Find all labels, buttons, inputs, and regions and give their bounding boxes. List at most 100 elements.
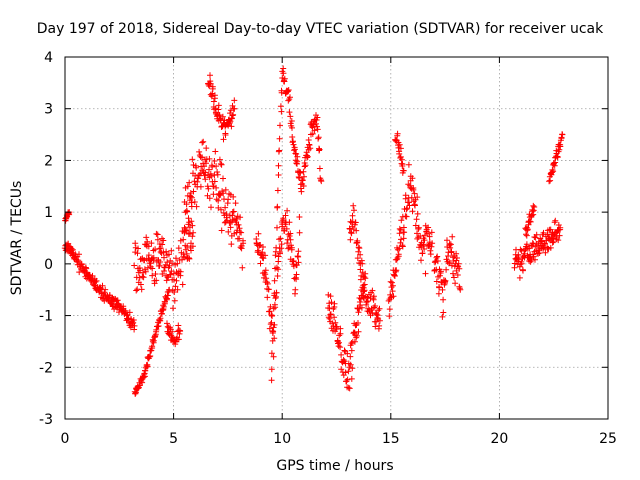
data-point	[264, 280, 271, 287]
data-point	[396, 245, 403, 252]
data-point	[390, 293, 397, 300]
data-point	[142, 367, 149, 374]
data-point	[197, 170, 204, 177]
data-point	[203, 145, 210, 152]
y-axis: -3 -2 -1 0 1 2 3 4	[39, 50, 608, 428]
data-point	[144, 363, 151, 370]
data-point	[174, 260, 181, 267]
data-point	[147, 353, 154, 359]
data-point	[92, 279, 99, 285]
data-point	[349, 365, 356, 372]
data-point	[427, 251, 434, 258]
data-point	[270, 324, 277, 331]
data-point	[276, 135, 283, 142]
data-point	[283, 225, 290, 232]
data-point	[284, 88, 291, 95]
x-tick-label: 0	[61, 431, 70, 447]
data-point	[173, 277, 180, 284]
data-point	[138, 286, 145, 293]
data-point	[351, 207, 357, 214]
y-tick-label: 2	[44, 153, 53, 169]
data-point	[284, 207, 291, 214]
data-point	[336, 339, 342, 346]
data-point	[229, 115, 235, 122]
data-point	[272, 304, 279, 311]
data-point	[213, 184, 220, 191]
data-point	[130, 317, 137, 323]
data-point	[554, 228, 561, 234]
data-point	[454, 255, 460, 261]
data-point	[273, 244, 280, 251]
data-point	[275, 172, 282, 178]
data-point	[402, 192, 409, 199]
data-point	[169, 260, 175, 267]
data-point	[376, 305, 383, 312]
data-point	[370, 293, 377, 300]
data-point	[227, 118, 234, 125]
data-point	[409, 208, 416, 215]
data-point	[428, 229, 435, 236]
data-point	[144, 238, 151, 245]
data-point	[554, 154, 561, 161]
data-point	[205, 171, 211, 178]
data-point	[538, 237, 545, 244]
data-point	[169, 328, 176, 335]
data-point	[353, 227, 360, 234]
data-point	[173, 255, 179, 262]
data-point	[331, 300, 338, 307]
data-point	[326, 315, 333, 322]
data-point	[351, 329, 357, 336]
data-point	[304, 153, 311, 160]
data-point	[214, 171, 221, 178]
data-point	[529, 240, 536, 247]
data-point	[342, 369, 349, 376]
data-point	[436, 284, 443, 291]
data-point	[547, 177, 554, 184]
data-point	[346, 364, 353, 371]
data-point	[171, 297, 178, 304]
data-point	[198, 154, 205, 161]
data-point	[442, 277, 449, 284]
chart-title: Day 197 of 2018, Sidereal Day-to-day VTE…	[37, 21, 604, 37]
data-point	[185, 215, 192, 222]
data-point	[549, 166, 556, 173]
data-point	[268, 366, 275, 373]
data-point	[275, 253, 282, 260]
data-point	[315, 134, 322, 141]
data-point	[347, 361, 354, 368]
data-point	[276, 147, 283, 154]
data-point	[523, 232, 530, 239]
data-point	[386, 306, 393, 313]
x-tick-label: 15	[382, 431, 400, 447]
data-point	[154, 236, 161, 243]
data-point	[222, 204, 229, 211]
data-point	[190, 229, 197, 236]
data-point	[372, 303, 379, 309]
data-point	[260, 244, 266, 250]
data-point	[519, 266, 526, 273]
data-point	[447, 244, 454, 251]
data-point	[355, 244, 362, 251]
data-point	[351, 338, 358, 345]
data-point	[157, 259, 164, 265]
data-point	[295, 259, 302, 266]
data-point	[558, 134, 565, 141]
y-tick-label: -2	[39, 360, 53, 376]
data-point	[274, 187, 281, 194]
data-point	[405, 161, 412, 168]
data-point	[547, 244, 554, 251]
data-point	[194, 175, 201, 182]
data-point	[75, 257, 82, 264]
data-point	[315, 135, 322, 142]
data-point	[114, 297, 121, 304]
data-point	[406, 202, 413, 209]
data-point	[284, 240, 291, 247]
data-point	[188, 247, 194, 254]
data-point	[435, 290, 442, 297]
y-tick-label: 3	[44, 102, 53, 118]
data-point	[557, 224, 564, 231]
data-point	[415, 224, 422, 231]
data-point	[401, 229, 408, 236]
data-point	[282, 212, 289, 219]
data-point	[356, 245, 363, 252]
